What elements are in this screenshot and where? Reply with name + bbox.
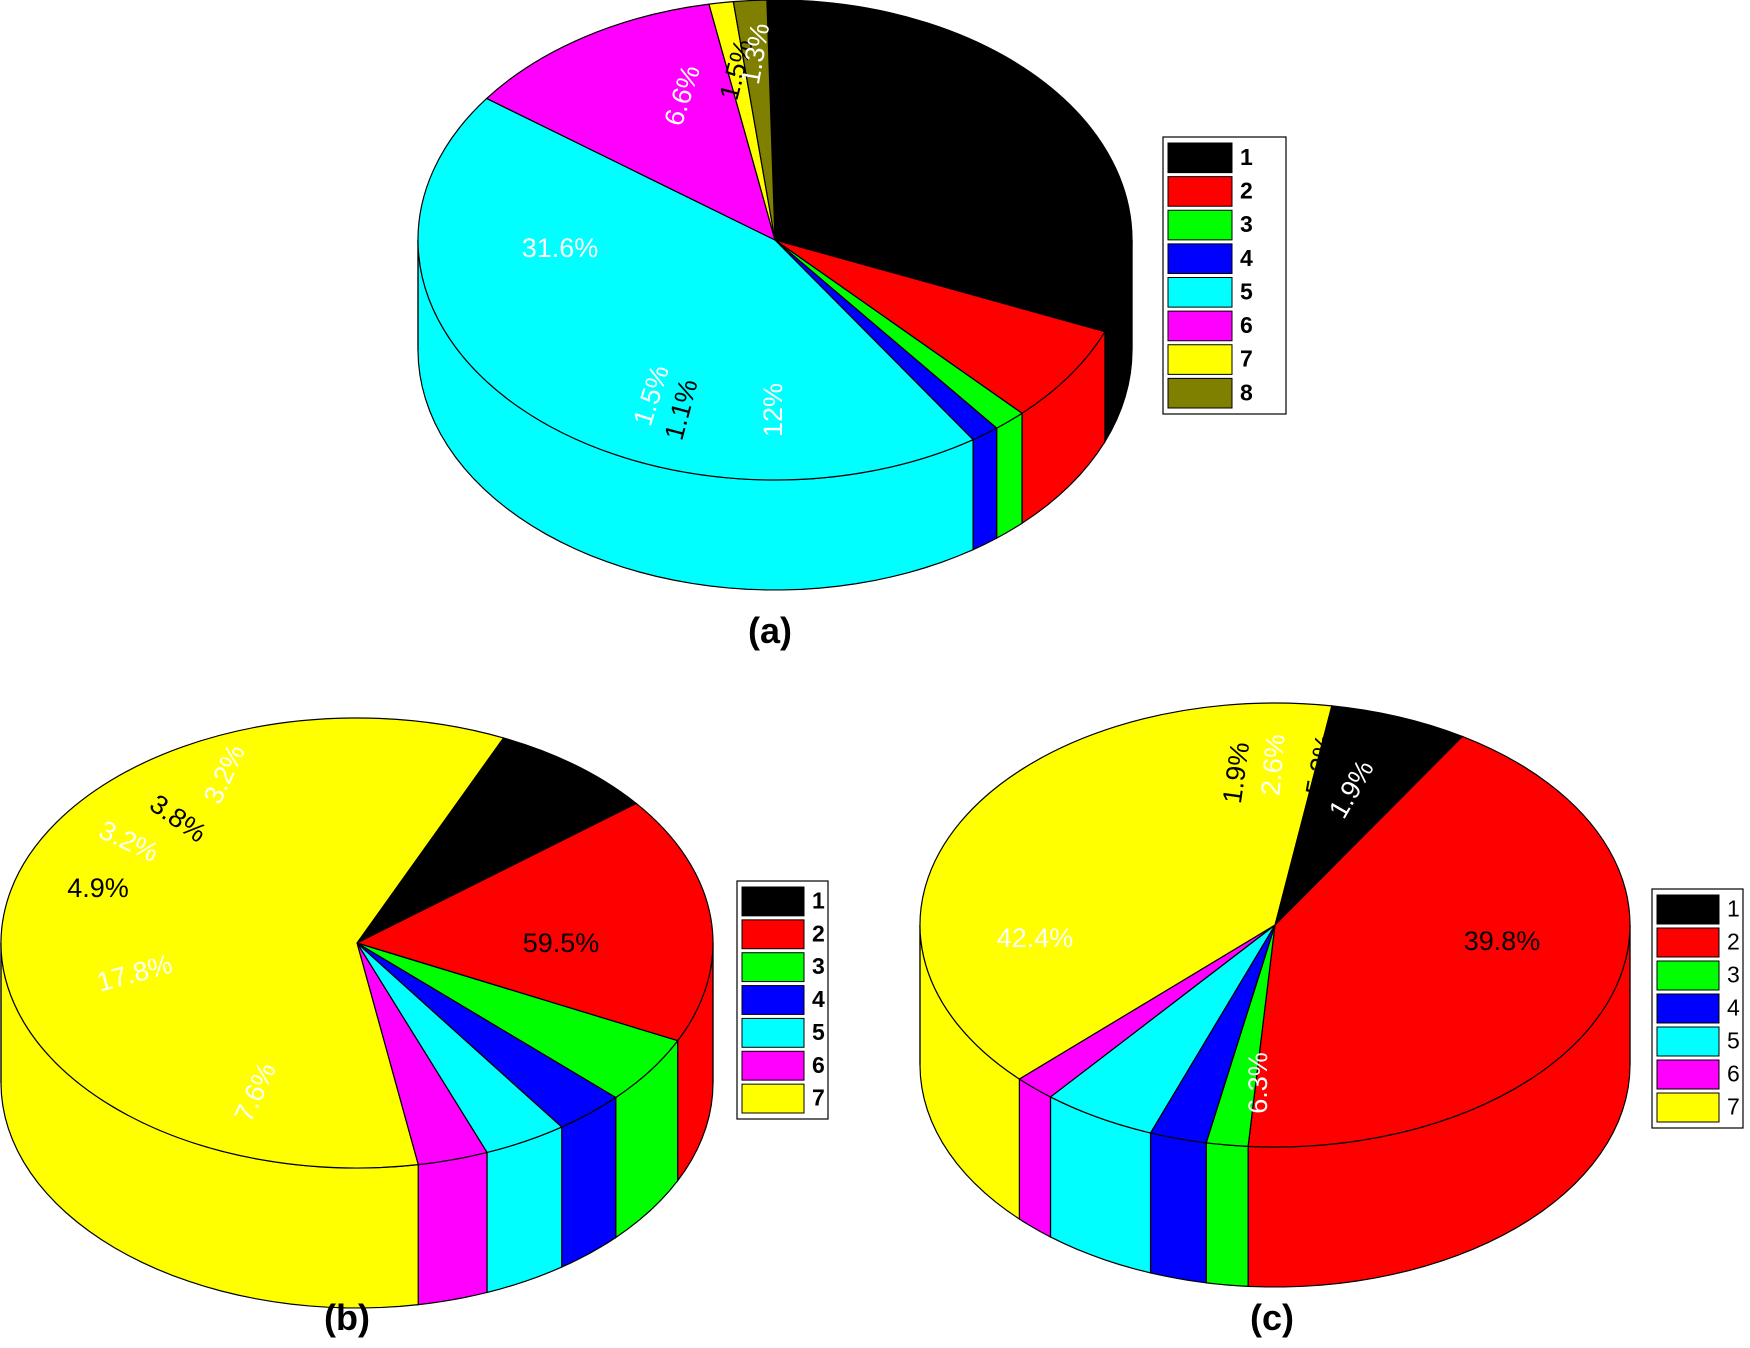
pie-slice-6 bbox=[485, 3, 776, 242]
legend-swatch-7 bbox=[1167, 344, 1233, 375]
legend-label-3: 3 bbox=[1240, 211, 1253, 237]
legend-label-1: 1 bbox=[1727, 896, 1740, 922]
legend-label-3: 3 bbox=[1727, 962, 1740, 988]
pie-chart-a: 31.6%6.6% 1.5%1.3%44.4%12%1.1%1.5%(a)1234… bbox=[417, 0, 1287, 651]
pie-side-walls bbox=[417, 239, 1133, 591]
legend-swatch-6 bbox=[1167, 310, 1233, 342]
legend-label-7: 7 bbox=[812, 1085, 825, 1111]
pie-slice-7 bbox=[0, 717, 505, 1169]
pie-side-slice-6 bbox=[417, 1151, 488, 1306]
legend-label-3: 3 bbox=[812, 953, 825, 979]
legend-label-5: 5 bbox=[1727, 1028, 1740, 1054]
legend-label-5: 5 bbox=[1240, 278, 1253, 304]
legend-swatch-4 bbox=[1656, 993, 1720, 1024]
pie-label-4: 2.6% bbox=[1256, 733, 1291, 797]
legend-swatch-1 bbox=[741, 886, 805, 917]
legend-label-1: 1 bbox=[1240, 144, 1253, 170]
pie-top-face bbox=[0, 717, 714, 1169]
legend-swatch-2 bbox=[741, 919, 805, 950]
legend-label-6: 6 bbox=[1240, 312, 1253, 338]
legend-swatch-5 bbox=[1656, 1026, 1720, 1057]
legend-swatch-3 bbox=[1656, 960, 1720, 991]
legend-label-8: 8 bbox=[1240, 379, 1253, 405]
pie-side-slice-5 bbox=[486, 1126, 563, 1294]
legend-swatch-3 bbox=[1167, 209, 1233, 241]
pie-label-7: 59.5% bbox=[523, 928, 600, 958]
legend-label-4: 4 bbox=[1240, 245, 1253, 271]
pie-side-walls bbox=[0, 942, 714, 1309]
pie-label-1: 6.3% bbox=[1243, 1052, 1273, 1114]
legend-swatch-5 bbox=[741, 1017, 805, 1048]
legend-label-7: 7 bbox=[1240, 346, 1253, 372]
pie-label-2: 42.4% bbox=[997, 923, 1074, 953]
legend-label-4: 4 bbox=[812, 986, 825, 1012]
pie-side-slice-4 bbox=[1149, 1132, 1207, 1284]
legend-swatch-8 bbox=[1167, 377, 1233, 409]
pie-label-3: 4.9% bbox=[67, 873, 129, 903]
legend-label-6: 6 bbox=[812, 1052, 825, 1078]
pie-slice-8 bbox=[732, 0, 776, 241]
pie-label-7: 39.8% bbox=[1464, 926, 1541, 956]
pie-slice-5 bbox=[417, 97, 975, 481]
pie-top-face bbox=[417, 0, 1133, 481]
legend: 1 2 3 4 5 6 7 bbox=[736, 880, 829, 1120]
pie-label-6: 12% bbox=[758, 383, 788, 437]
chart-caption: (a) bbox=[748, 610, 792, 651]
chart-caption: (b) bbox=[324, 1297, 370, 1338]
legend-label-1: 1 bbox=[812, 888, 825, 914]
legend-swatch-6 bbox=[741, 1050, 805, 1081]
pie-label-1: 31.6% bbox=[522, 233, 599, 263]
legend-swatch-2 bbox=[1167, 176, 1233, 207]
pie-slice-1 bbox=[1273, 705, 1464, 927]
pie-slice-2 bbox=[1247, 735, 1631, 1148]
legend-label-6: 6 bbox=[1727, 1061, 1740, 1087]
legend-swatch-4 bbox=[741, 985, 805, 1015]
pie-slice-1 bbox=[356, 737, 638, 944]
legend: 1 2 3 4 5 6 7 8 bbox=[1162, 136, 1287, 415]
legend-label-4: 4 bbox=[1727, 995, 1740, 1021]
legend-swatch-7 bbox=[1656, 1092, 1720, 1123]
legend-swatch-4 bbox=[1167, 243, 1233, 274]
pie-side-slice-3 bbox=[1205, 1142, 1249, 1287]
legend-swatch-3 bbox=[741, 952, 805, 983]
pie-slice-2 bbox=[355, 802, 714, 1042]
legend-label-2: 2 bbox=[1240, 178, 1253, 204]
pie-side-slice-4 bbox=[972, 427, 998, 551]
pie-slice-2 bbox=[774, 239, 1106, 415]
pie-side-slice-6 bbox=[1018, 1077, 1052, 1238]
legend-label-2: 2 bbox=[812, 920, 825, 946]
legend-label-7: 7 bbox=[1727, 1094, 1740, 1120]
pie-slice-1 bbox=[766, 0, 1133, 333]
chart-caption: (c) bbox=[1250, 1297, 1294, 1338]
pie-top-face bbox=[919, 702, 1631, 1148]
legend-swatch-7 bbox=[741, 1083, 805, 1114]
legend-swatch-2 bbox=[1656, 927, 1720, 958]
legend-label-2: 2 bbox=[1727, 929, 1740, 955]
pie-slice-7 bbox=[919, 702, 1333, 1080]
pie-side-slice-3 bbox=[996, 412, 1023, 540]
pie-label-5: 44.4% bbox=[979, 223, 1056, 253]
legend-swatch-1 bbox=[1656, 894, 1720, 925]
legend: 1 2 3 4 5 6 7 bbox=[1651, 888, 1744, 1129]
legend-swatch-6 bbox=[1656, 1059, 1720, 1090]
pie-percent-labels: 31.6%6.6% 1.5%1.3%44.4%12%1.1%1.5% bbox=[522, 21, 1056, 443]
legend-swatch-5 bbox=[1167, 277, 1233, 308]
legend-label-5: 5 bbox=[812, 1019, 825, 1045]
legend-swatch-1 bbox=[1167, 142, 1233, 174]
